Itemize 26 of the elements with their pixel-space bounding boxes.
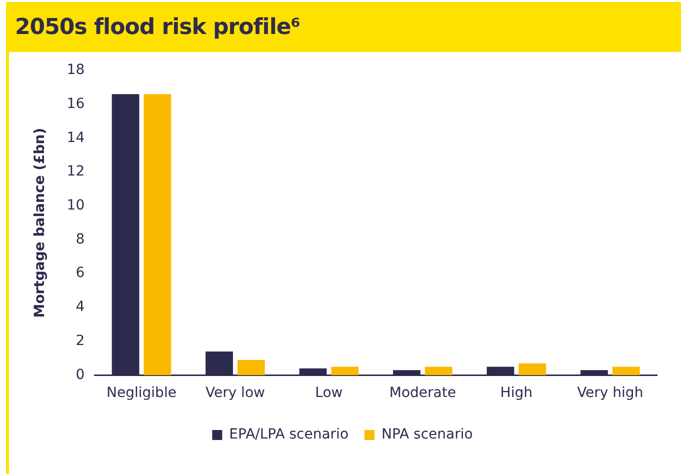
y-tick-label: 14 [66,130,85,146]
x-tick-label: Moderate [389,385,456,402]
x-tick-label: Very low [205,385,265,402]
x-tick-label: Low [315,385,343,402]
y-tick-label: 8 [76,231,85,248]
y-tick-label: 16 [66,96,85,112]
y-tick-label: 10 [66,198,85,214]
bar [612,366,640,376]
bar [144,94,172,376]
bar [237,360,265,376]
y-tick-label: 2 [76,332,85,349]
y-tick-label: 12 [66,164,85,180]
x-tick-label: Very high [577,385,644,402]
legend-label: EPA/LPA scenario [229,426,349,443]
bar [331,366,359,376]
x-tick-label: Negligible [106,385,176,402]
legend-label: NPA scenario [382,426,473,443]
y-axis-title: Mortgage balance (£bn) [32,128,48,318]
chart-title: 2050s flood risk profile⁶ [15,14,300,40]
y-tick-label: 0 [76,366,85,383]
x-tick-label: High [500,385,532,402]
y-tick-label: 18 [66,62,85,78]
bar [424,366,452,376]
y-tick-label: 6 [76,265,85,282]
y-tick-label: 4 [76,299,85,316]
bar [518,363,546,376]
